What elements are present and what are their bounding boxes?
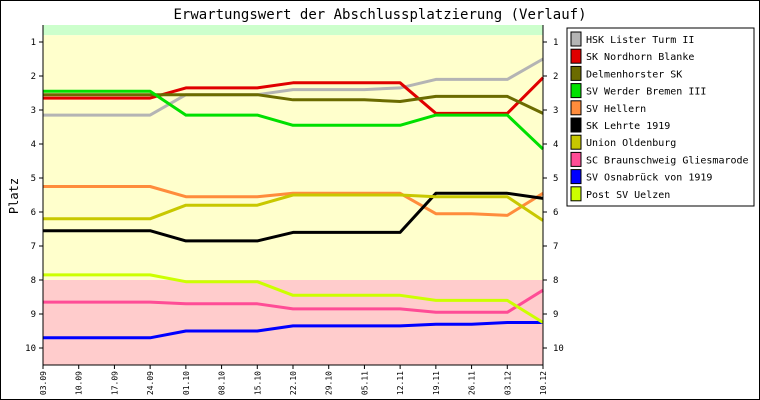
series-line-4 (43, 185, 544, 217)
x-tick-label: 15.10 (253, 371, 262, 395)
chart-title: Erwartungswert der Abschlussplatzierung … (173, 7, 586, 23)
y-tick-label-right: 1 (553, 38, 558, 48)
x-tick-label: 29.10 (325, 371, 334, 395)
y-tick-label-left: 8 (31, 276, 36, 286)
legend-swatch (570, 151, 582, 167)
x-tick-label: 22.10 (289, 371, 298, 395)
x-tick-label: 08.10 (218, 371, 227, 395)
y-tick-label-left: 5 (31, 174, 36, 184)
legend-swatch (570, 186, 582, 202)
legend: HSK Lister Turm II SK Nordhorn Blanke Delm… (566, 27, 755, 207)
series-lines (43, 57, 545, 340)
legend-label: Post SV Uelzen (586, 190, 670, 201)
y-tick-label-right: 6 (553, 208, 558, 218)
y-tick-label-left: 3 (31, 106, 36, 116)
x-tick-label: 03.09 (39, 371, 48, 395)
legend-box (566, 27, 755, 207)
legend-swatch (570, 117, 582, 133)
y-tick-label-left: 4 (31, 140, 36, 150)
x-tick-label: 03.12 (503, 371, 512, 395)
legend-label: SV Osnabrück von 1919 (586, 173, 712, 184)
series-line-2 (43, 93, 544, 115)
x-tick-label: 26.11 (468, 371, 477, 395)
legend-label: HSK Lister Turm II (586, 35, 694, 46)
x-tick-label: 01.10 (182, 371, 191, 395)
legend-swatch (570, 31, 582, 47)
legend-label: SC Braunschweig Gliesmarode (586, 155, 749, 166)
legend-label: Union Oldenburg (586, 138, 676, 149)
legend-swatch (570, 100, 582, 116)
x-ticks: 03.09 10.09 17.09 24.09 01.10 08.10 15.10 22.10… (39, 365, 548, 395)
y-tick-label-right: 2 (553, 72, 558, 82)
y-tick-label-right: 5 (553, 174, 558, 184)
y-tick-label-left: 7 (31, 242, 36, 252)
y-tick-label-left: 2 (31, 72, 36, 82)
y-tick-label-right: 4 (553, 140, 558, 150)
x-tick-label: 10.09 (75, 371, 84, 395)
x-tick-label: 05.11 (360, 371, 369, 395)
x-tick-label: 24.09 (146, 371, 155, 395)
legend-label: SK Nordhorn Blanke (586, 52, 694, 63)
legend-label: SV Werder Bremen III (586, 87, 706, 98)
legend-label: Delmenhorster SK (586, 69, 682, 80)
y-tick-label-right: 7 (553, 242, 558, 252)
y-tick-label-right: 8 (553, 276, 558, 286)
legend-swatch (570, 134, 582, 150)
series-line-0 (43, 57, 544, 117)
legend-swatch (570, 169, 582, 185)
x-tick-label: 17.09 (110, 371, 119, 395)
legend-label: SV Hellern (586, 104, 646, 115)
y-ticks-right: 1 2 3 4 5 6 7 8 9 10 (543, 38, 564, 354)
series-line-9 (43, 273, 544, 324)
series-line-6 (43, 193, 544, 222)
series-line-1 (43, 76, 545, 115)
background-band-2 (43, 280, 543, 365)
y-tick-label-right: 9 (553, 310, 558, 320)
series-line-8 (43, 321, 543, 340)
y-tick-label-right: 10 (553, 344, 564, 354)
legend-swatch (570, 65, 582, 81)
x-tick-label: 10.12 (539, 371, 548, 395)
series-line-5 (43, 191, 544, 243)
legend-label: SK Lehrte 1919 (586, 121, 670, 132)
y-tick-label-left: 10 (25, 344, 36, 354)
background-band-1 (43, 35, 543, 281)
y-tick-label-left: 9 (31, 310, 36, 320)
x-tick-label: 12.11 (396, 371, 405, 395)
y-tick-label-left: 6 (31, 208, 36, 218)
series-line-3 (43, 89, 545, 151)
y-ticks-left: 1 2 3 4 5 6 7 8 9 10 (25, 38, 43, 354)
y-tick-label-left: 1 (31, 38, 36, 48)
y-axis-label: Platz (7, 178, 21, 214)
y-tick-label-right: 3 (553, 106, 558, 116)
legend-swatch (570, 48, 582, 64)
x-tick-label: 19.11 (432, 371, 441, 395)
background-band-0 (43, 25, 543, 36)
background-bands (43, 25, 543, 365)
legend-swatch (570, 83, 582, 99)
series-line-7 (43, 288, 544, 314)
